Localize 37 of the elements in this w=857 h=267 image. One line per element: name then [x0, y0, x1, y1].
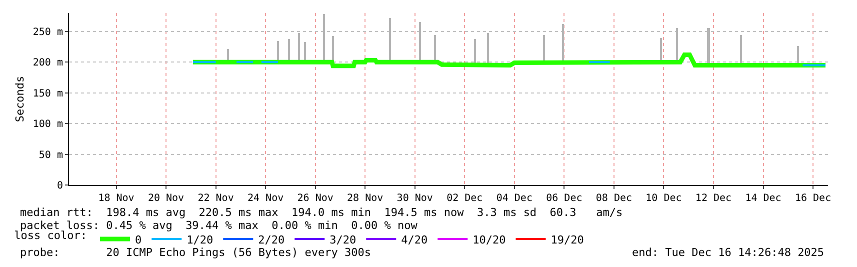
x-tick-label: 04 Dec [496, 193, 532, 204]
legend-label: 2/20 [258, 233, 285, 246]
y-tick-label: 100 m [32, 119, 63, 130]
bar [288, 39, 290, 62]
x-tick-label: 14 Dec [745, 193, 782, 204]
y-tick-label: 250 m [32, 26, 63, 38]
x-tick-label: 06 Dec [546, 193, 582, 204]
bar [660, 38, 662, 62]
x-tick-label: 16 Dec [794, 193, 832, 204]
x-tick-label: 30 Nov [396, 193, 433, 204]
y-tick-label: 0 [56, 180, 63, 192]
x-tick-label: 08 Dec [596, 193, 632, 204]
bar [304, 42, 306, 62]
x-tick-label: 28 Nov [347, 193, 384, 204]
legend-label: 19/20 [550, 233, 584, 246]
x-tick-label: 22 Nov [198, 193, 234, 204]
y-tick-label: 200 m [32, 58, 63, 69]
bar [277, 41, 279, 62]
x-tick-label: 20 Nov [148, 193, 184, 204]
y-axis-title: Seconds [14, 76, 27, 122]
legend-label: 10/20 [472, 233, 506, 246]
text: packet loss: 0.45 % avg 39.44 % max 0.00 % min 0.00 % now [20, 219, 418, 232]
x-tick-label: 12 Dec [695, 193, 732, 204]
x-tick-label: 24 Nov [247, 193, 284, 204]
text: end: Tue Dec 16 14:26:48 2025 [632, 246, 824, 259]
legend-label: 4/20 [401, 233, 428, 246]
text: probe: 20 ICMP Echo Pings (56 Bytes) every 300s [20, 246, 371, 259]
legend-label: 3/20 [330, 233, 356, 246]
x-tick-label: 18 Nov [98, 193, 134, 204]
legend-label: 1/20 [186, 233, 214, 246]
legend-label: 0 [135, 233, 142, 246]
x-tick-label: 26 Nov [297, 193, 334, 204]
y-tick-label: 150 m [32, 88, 63, 100]
x-tick-label: 10 Dec [646, 193, 682, 204]
x-tick-label: 02 Dec [446, 193, 483, 204]
text: median rtt: 198.4 ms avg 220.5 ms max 194.0 ms min 194.5 ms now 3.3 ms sd 60.3 am/s [20, 206, 623, 219]
y-tick-label: 50 m [38, 150, 63, 161]
